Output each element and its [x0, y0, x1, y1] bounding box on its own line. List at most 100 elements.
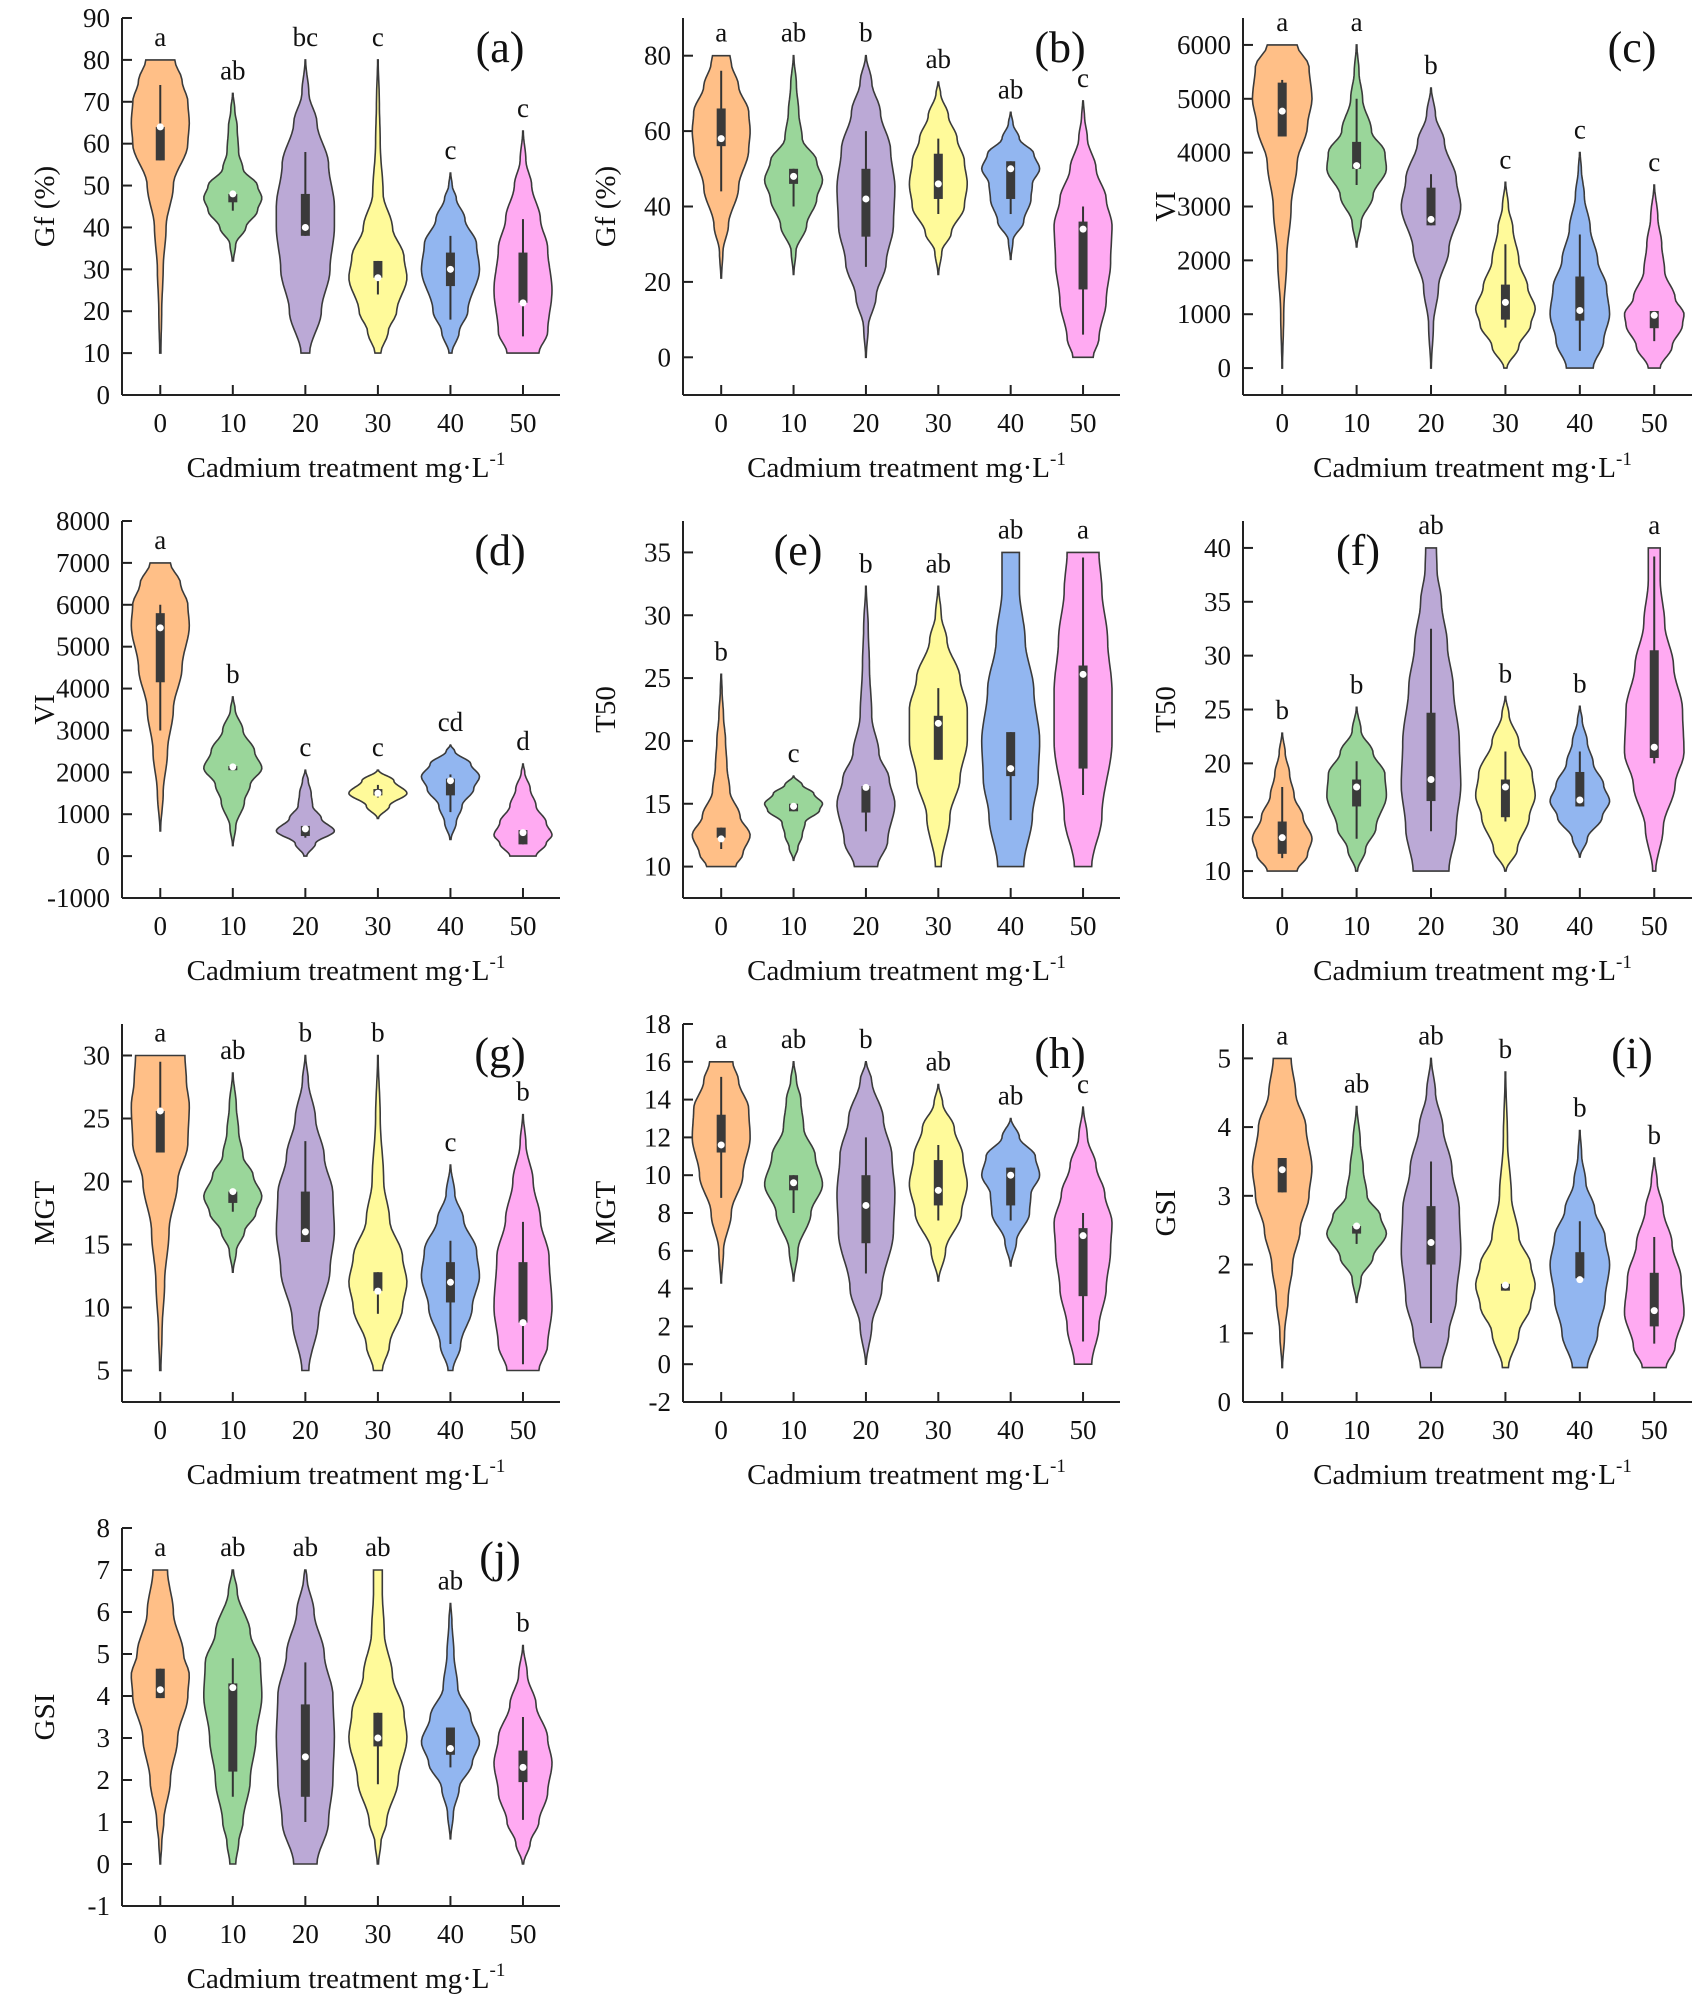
y-tick-label: 5 — [97, 1639, 111, 1669]
y-tick-label: 30 — [644, 600, 671, 630]
violin-body — [763, 775, 824, 862]
x-tick-label: 10 — [219, 1415, 246, 1445]
x-tick-label: 40 — [997, 911, 1024, 941]
x-tick-label: 10 — [780, 911, 807, 941]
y-tick-label: 10 — [644, 852, 671, 882]
x-axis-label: Cadmium treatment mg·L-1 — [1313, 1456, 1632, 1491]
y-tick-label: 25 — [644, 663, 671, 693]
violin-body — [348, 1054, 408, 1372]
violin-iqr-box — [155, 126, 165, 161]
y-tick-label: 2 — [658, 1311, 672, 1341]
x-tick-label: 10 — [780, 1415, 807, 1445]
y-axis-label: VI — [1150, 191, 1182, 222]
y-tick-label: 10 — [644, 1160, 671, 1190]
y-axis-label: Gf (%) — [590, 166, 622, 247]
violin-median-dot — [1278, 1166, 1286, 1174]
y-tick-label: 6000 — [56, 590, 110, 620]
x-tick-label: 0 — [1275, 408, 1289, 438]
violin-median-dot — [446, 1278, 454, 1286]
violin-iqr-box — [716, 108, 726, 147]
violin-iqr-box — [1352, 1226, 1362, 1234]
violin-iqr-box — [1352, 141, 1362, 169]
significance-label: c — [517, 93, 529, 123]
violin-body — [1325, 1105, 1388, 1304]
violin-median-dot — [519, 299, 527, 307]
x-tick-label: 20 — [1418, 1415, 1445, 1445]
violin-body — [1474, 1071, 1536, 1369]
x-tick-label: 50 — [1070, 1415, 1097, 1445]
violin-iqr-box — [155, 613, 165, 683]
violin-median-dot — [1650, 311, 1658, 319]
y-tick-label: 8 — [658, 1198, 672, 1228]
violin-body — [1251, 1057, 1313, 1369]
significance-label: c — [1077, 1069, 1089, 1099]
violin-iqr-box — [1426, 1206, 1436, 1265]
y-axis-label: T50 — [1150, 686, 1182, 733]
x-tick-label: 10 — [1343, 1415, 1370, 1445]
x-tick-label: 20 — [292, 911, 319, 941]
violin-body — [763, 1061, 824, 1282]
significance-label: b — [1424, 50, 1438, 80]
y-tick-label: 3000 — [1177, 192, 1231, 222]
violin-iqr-box — [1006, 1167, 1016, 1206]
y-tick-label: 8000 — [56, 506, 110, 536]
panel-label: (i) — [1611, 1029, 1653, 1078]
violin-median-dot — [934, 180, 942, 188]
violin-median-dot — [1353, 162, 1361, 170]
y-tick-label: 40 — [1204, 533, 1231, 563]
violin-body — [130, 1054, 191, 1372]
violin-iqr-box — [445, 778, 455, 796]
x-tick-label: 20 — [1418, 911, 1445, 941]
x-tick-label: 50 — [1641, 911, 1668, 941]
significance-label: a — [1276, 7, 1288, 37]
violin-iqr-box — [373, 1272, 383, 1292]
y-tick-label: 0 — [97, 380, 111, 410]
violin-median-dot — [374, 789, 382, 797]
significance-label: ab — [220, 55, 245, 85]
y-tick-label: 80 — [644, 41, 671, 71]
violin-iqr-box — [1078, 1228, 1088, 1297]
x-axis-label: Cadmium treatment mg·L-1 — [747, 1456, 1066, 1491]
x-axis-label: Cadmium treatment mg·L-1 — [747, 449, 1066, 484]
y-tick-label: 40 — [644, 192, 671, 222]
violin-median-dot — [862, 783, 870, 791]
violin-median-dot — [1079, 670, 1087, 678]
y-tick-label: -1000 — [47, 883, 110, 913]
violin-median-dot — [1007, 1171, 1015, 1179]
x-tick-label: 40 — [437, 911, 464, 941]
x-tick-label: 40 — [997, 1415, 1024, 1445]
violin-median-dot — [519, 1319, 527, 1327]
x-tick-label: 0 — [1275, 1415, 1289, 1445]
violin-iqr-box — [1078, 665, 1088, 769]
x-tick-label: 50 — [1070, 408, 1097, 438]
y-tick-label: 5 — [97, 1356, 111, 1386]
violin-iqr-box — [518, 830, 528, 845]
y-tick-label: 4000 — [56, 674, 110, 704]
violin-body — [1251, 44, 1313, 369]
x-tick-label: 40 — [437, 1415, 464, 1445]
violin-body — [420, 1602, 481, 1840]
violin-body — [203, 92, 263, 262]
significance-label: ab — [926, 1046, 951, 1076]
significance-label: ab — [998, 74, 1023, 104]
x-tick-label: 50 — [509, 1919, 536, 1949]
violin-median-dot — [1576, 306, 1584, 314]
significance-label: ab — [926, 548, 951, 578]
x-axis-label: Cadmium treatment mg·L-1 — [187, 1456, 506, 1491]
violin-median-dot — [790, 802, 798, 810]
x-axis-label: Cadmium treatment mg·L-1 — [187, 952, 506, 987]
violin-iqr-box — [445, 1727, 455, 1755]
y-tick-label: 35 — [1204, 587, 1231, 617]
x-tick-label: 0 — [154, 408, 168, 438]
panel-label: (j) — [479, 1533, 521, 1582]
violin-body — [275, 769, 336, 857]
violin-body — [130, 59, 191, 354]
violin-median-dot — [1576, 1276, 1584, 1284]
significance-label: b — [371, 1018, 385, 1048]
panel-c: 0 1000 2000 3000 4000 5000 6000 VI a 0 a 10 b 20 c 30 c 4… — [1150, 7, 1692, 484]
y-tick-label: 25 — [83, 1104, 110, 1134]
violin-iqr-box — [1649, 1272, 1659, 1327]
significance-label: ab — [1418, 1020, 1443, 1050]
violin-median-dot — [1278, 107, 1286, 115]
violin-median-dot — [717, 1141, 725, 1149]
